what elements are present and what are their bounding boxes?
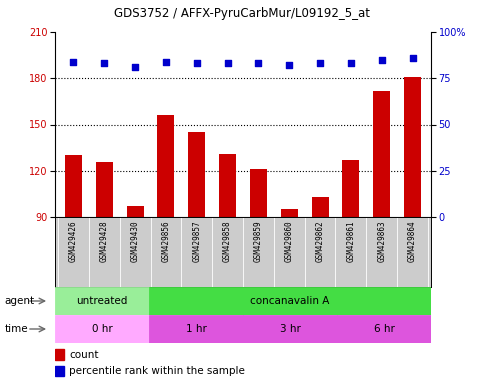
- Bar: [149, 315, 243, 343]
- Point: [193, 60, 200, 66]
- Text: GSM429857: GSM429857: [192, 220, 201, 262]
- Text: agent: agent: [5, 296, 35, 306]
- Point: [378, 57, 385, 63]
- Text: 3 hr: 3 hr: [280, 324, 300, 334]
- Text: untreated: untreated: [76, 296, 128, 306]
- Bar: [55, 366, 64, 376]
- Text: GSM429426: GSM429426: [69, 220, 78, 262]
- Bar: [157, 115, 174, 217]
- Bar: [55, 315, 149, 343]
- Text: GSM429864: GSM429864: [408, 220, 417, 262]
- Text: GSM429860: GSM429860: [285, 220, 294, 262]
- Point: [100, 60, 108, 66]
- Bar: [250, 169, 267, 217]
- Bar: [373, 91, 390, 217]
- Bar: [281, 209, 298, 217]
- Text: GSM429862: GSM429862: [315, 220, 325, 262]
- Bar: [127, 206, 143, 217]
- Point: [224, 60, 231, 66]
- Text: percentile rank within the sample: percentile rank within the sample: [70, 366, 245, 376]
- Text: GSM429863: GSM429863: [377, 220, 386, 262]
- Text: GSM429430: GSM429430: [130, 220, 140, 262]
- Text: concanavalin A: concanavalin A: [250, 296, 330, 306]
- Point: [162, 58, 170, 65]
- Text: GDS3752 / AFFX-PyruCarbMur/L09192_5_at: GDS3752 / AFFX-PyruCarbMur/L09192_5_at: [114, 7, 369, 20]
- Point: [255, 60, 262, 66]
- Bar: [96, 162, 113, 217]
- Text: time: time: [5, 324, 28, 334]
- Bar: [342, 160, 359, 217]
- Bar: [55, 287, 149, 315]
- Bar: [188, 132, 205, 217]
- Bar: [55, 349, 64, 360]
- Text: GSM429856: GSM429856: [161, 220, 170, 262]
- Text: GSM429859: GSM429859: [254, 220, 263, 262]
- Point: [70, 58, 77, 65]
- Text: GSM429861: GSM429861: [346, 220, 355, 262]
- Point: [131, 64, 139, 70]
- Text: GSM429428: GSM429428: [100, 220, 109, 262]
- Point: [316, 60, 324, 66]
- Text: 1 hr: 1 hr: [185, 324, 206, 334]
- Bar: [149, 287, 431, 315]
- Bar: [337, 315, 431, 343]
- Bar: [404, 77, 421, 217]
- Bar: [312, 197, 328, 217]
- Point: [409, 55, 416, 61]
- Bar: [243, 315, 337, 343]
- Bar: [65, 156, 82, 217]
- Point: [347, 60, 355, 66]
- Point: [285, 62, 293, 68]
- Text: GSM429858: GSM429858: [223, 220, 232, 262]
- Bar: [219, 154, 236, 217]
- Text: 6 hr: 6 hr: [373, 324, 395, 334]
- Text: 0 hr: 0 hr: [92, 324, 113, 334]
- Text: count: count: [70, 350, 99, 360]
